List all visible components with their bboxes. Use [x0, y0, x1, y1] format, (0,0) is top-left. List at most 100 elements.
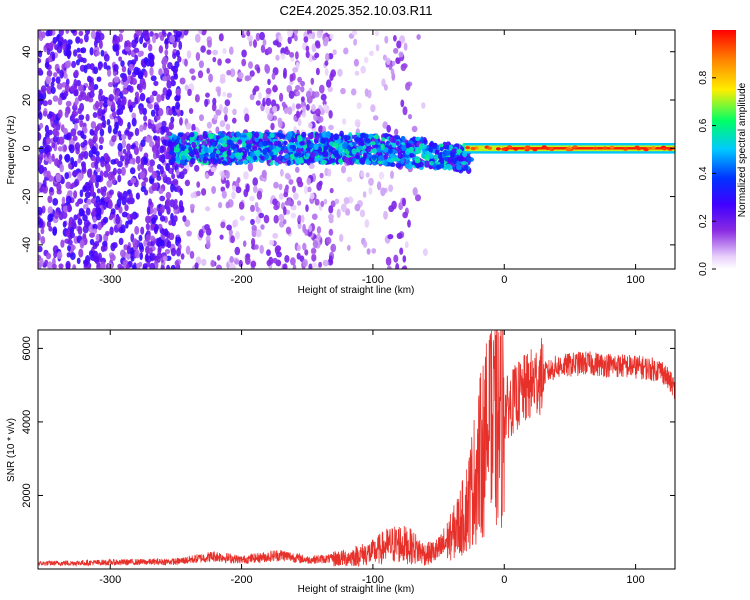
spectrogram-cell: [101, 95, 106, 102]
spectrogram-cell: [88, 84, 94, 91]
spectrogram-cell: [70, 244, 76, 251]
spectrogram-cell: [159, 215, 166, 222]
spectrogram-cell: [308, 224, 313, 232]
spectrogram-cell: [304, 249, 309, 256]
spectrogram-cell: [83, 64, 88, 74]
spectrogram-cell: [177, 56, 182, 63]
spectrogram-cell: [242, 240, 247, 247]
spectrogram-cell: [328, 110, 333, 119]
spectrogram-cell: [156, 94, 162, 103]
spectrogram-cell: [156, 252, 163, 259]
spectrogram-cell: [351, 30, 358, 36]
spectrogram-cell: [276, 251, 282, 258]
spectrogram-cell: [139, 106, 144, 115]
carrier-peak: [513, 147, 519, 151]
spectrogram-cell: [55, 173, 62, 183]
spectrogram-cell: [148, 165, 154, 173]
spectrogram-cell: [51, 142, 56, 149]
spectrogram-cell: [400, 157, 405, 164]
spectrogram-cell: [321, 159, 327, 165]
spectrogram-x-tick-label: 100: [626, 274, 644, 286]
spectrogram-cell: [314, 52, 320, 59]
spectrogram-cell: [42, 184, 48, 194]
colorbar-tick-label: 0.2: [698, 214, 709, 228]
spectrogram-cell: [387, 149, 393, 154]
spectrogram-cell: [209, 152, 216, 159]
spectrogram-cell: [117, 130, 122, 137]
spectrogram-cell: [172, 203, 179, 210]
spectrogram-cell: [305, 204, 309, 212]
spectrogram-cell: [310, 77, 315, 85]
spectrogram-cell: [74, 97, 79, 105]
spectrogram-cell: [266, 259, 272, 267]
spectrogram-cell: [135, 192, 140, 200]
spectrogram-cell: [218, 138, 225, 144]
spectrogram-cell: [149, 262, 156, 269]
spectrogram-cell: [298, 136, 303, 143]
spectrogram-cell: [52, 135, 58, 143]
spectrogram-x-ticks: -300 -200 -100 0 100: [99, 30, 645, 286]
spectrogram-cell: [295, 166, 300, 173]
spectrogram-cell: [118, 30, 125, 34]
spectrogram-cell: [271, 72, 276, 80]
spectrogram-cell: [350, 88, 357, 96]
spectrogram-cell: [93, 84, 99, 90]
snr-y-label: SNR (10 * v/v): [6, 418, 17, 482]
spectrogram-cell: [186, 50, 192, 59]
spectrogram-cell: [364, 219, 370, 228]
spectrogram-cell: [401, 144, 407, 152]
spectrogram-cell: [79, 38, 84, 44]
spectrogram-cell: [320, 200, 325, 207]
spectrogram-cell: [159, 204, 165, 214]
spectrogram-cell: [382, 121, 389, 129]
spectrogram-cell: [415, 136, 421, 141]
spectrogram-cell: [95, 207, 100, 213]
spectrogram-cell: [311, 43, 317, 53]
spectrogram-cell: [40, 257, 44, 267]
spectrogram-cell: [275, 54, 280, 61]
spectrogram-cell: [249, 195, 255, 202]
spectrogram-cell: [65, 195, 72, 205]
spectrogram-cell: [235, 230, 240, 240]
spectrogram-cell: [424, 160, 430, 167]
spectrogram-y-label: Frequency (Hz): [6, 116, 17, 185]
spectrogram-cell: [300, 214, 305, 223]
spectrogram-cell: [170, 79, 176, 87]
spectrogram-cell: [365, 138, 371, 144]
spectrogram-cell: [64, 154, 70, 161]
spectrogram-cell: [296, 148, 302, 154]
spectrogram-cell: [340, 203, 347, 213]
spectrogram-cell: [303, 36, 309, 43]
spectrogram-cell: [351, 158, 356, 162]
spectrogram-cell: [185, 122, 192, 130]
spectrogram-cell: [232, 220, 237, 228]
spectrogram-cell: [284, 153, 290, 159]
spectrogram-cell: [450, 151, 455, 159]
spectrogram-cell: [38, 97, 43, 106]
spectrogram-cell: [416, 34, 421, 40]
spectrogram-cell: [166, 264, 171, 269]
spectrogram-cell: [170, 183, 175, 193]
spectrogram-cell: [358, 145, 363, 150]
spectrogram-y-tick-label: 40: [21, 46, 33, 58]
spectrogram-cell: [180, 253, 185, 260]
spectrogram-cell: [198, 30, 203, 34]
spectrogram-cell: [306, 140, 312, 145]
spectrogram-cell: [336, 208, 341, 218]
spectrogram-cell: [222, 151, 228, 159]
spectrogram-cell: [147, 247, 153, 255]
spectrogram-cell: [267, 78, 271, 86]
spectrogram-cell: [117, 168, 122, 175]
spectrogram-cell: [274, 156, 280, 163]
spectrogram-cell: [295, 103, 302, 109]
spectrogram-cell: [95, 233, 100, 242]
spectrogram-cell: [252, 146, 258, 151]
spectrogram-cell: [389, 153, 396, 159]
spectrogram-cell: [224, 99, 231, 107]
spectrogram-cell: [143, 57, 149, 65]
spectrogram-cell: [284, 255, 290, 263]
spectrogram-cell: [78, 208, 85, 217]
spectrogram-cell: [314, 134, 320, 141]
spectrogram-frame: [37, 29, 676, 270]
spectrogram-cell: [133, 66, 140, 76]
